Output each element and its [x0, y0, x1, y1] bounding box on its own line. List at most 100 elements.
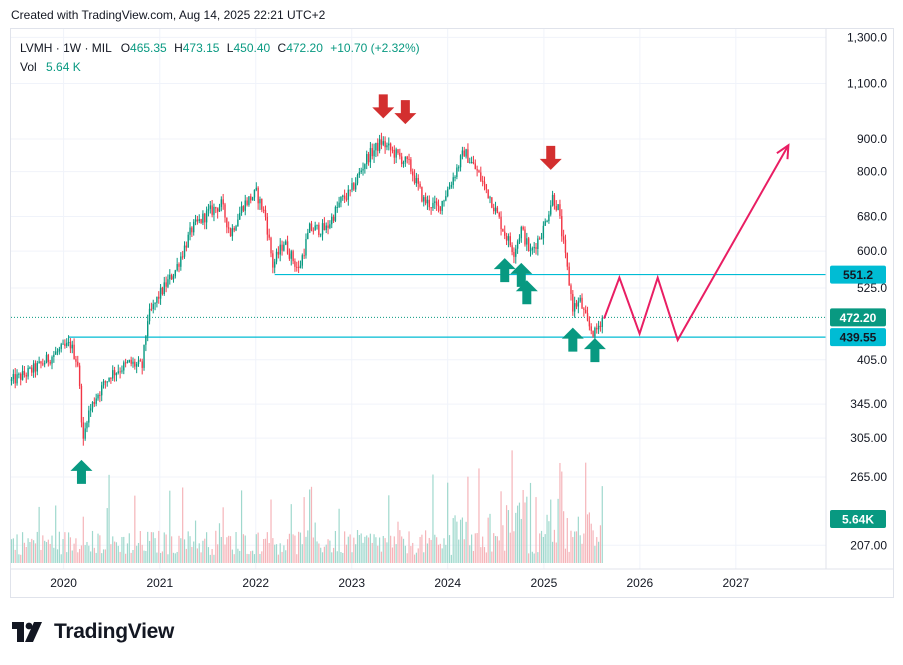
volume-bar	[494, 535, 497, 563]
volume-bar	[443, 538, 445, 563]
candle-body	[45, 354, 48, 364]
last-price-tag-bg	[830, 308, 886, 327]
candle-body	[529, 250, 532, 252]
candle-body	[266, 216, 269, 235]
high-value: 473.15	[182, 41, 220, 55]
candle-body	[450, 184, 453, 188]
low-label: L	[226, 41, 234, 55]
candle-body	[207, 208, 210, 211]
candle-body	[496, 207, 499, 213]
volume-bar	[450, 554, 452, 563]
volume-bar	[391, 547, 394, 563]
time-axis[interactable]: 2020 2021 2022 2023 2024 2025 2026 2027	[11, 568, 893, 590]
candle-body	[132, 361, 134, 364]
candle-body	[485, 184, 488, 190]
candle-body	[82, 422, 84, 439]
volume-bar	[332, 547, 335, 563]
candle-body	[198, 219, 200, 222]
candle-body	[459, 155, 462, 168]
volume-bar	[169, 490, 171, 563]
volume-bar	[550, 499, 552, 563]
volume-bar	[393, 536, 395, 563]
candle-body	[386, 145, 388, 148]
volume-bar	[524, 502, 526, 563]
volume-bar	[316, 541, 318, 563]
volume-bar	[334, 530, 337, 563]
volume-bar	[415, 552, 417, 563]
symbol-label[interactable]: LVMH · 1W · MIL	[20, 41, 112, 55]
volume-bar	[228, 535, 230, 563]
candle-body	[334, 207, 337, 221]
candle-body	[224, 204, 226, 218]
candle-body	[461, 150, 464, 156]
volume-bar	[373, 534, 375, 563]
candle-body	[395, 149, 397, 158]
candle-body	[435, 201, 438, 205]
candle-body	[54, 351, 57, 355]
volume-bar	[259, 553, 261, 563]
volume-bar	[58, 531, 60, 563]
candle-body	[338, 202, 340, 207]
volume-bar	[274, 544, 276, 563]
x-tick-label: 2021	[146, 576, 173, 590]
candle-body	[515, 248, 517, 257]
volume-bar	[10, 539, 13, 563]
volume-bar	[526, 496, 528, 563]
candle-body	[233, 228, 235, 231]
candlesticks	[10, 132, 603, 446]
volume-bar	[143, 550, 145, 563]
volume-bar	[344, 531, 346, 563]
candle-body	[524, 229, 526, 245]
volume-bar	[220, 536, 222, 563]
up-arrow	[493, 258, 516, 283]
volume-bar	[56, 549, 59, 563]
candle-body	[332, 216, 335, 221]
candle-body	[20, 373, 22, 380]
projection-path	[603, 143, 790, 343]
price-axis[interactable]: 1,300.0 1,100.0 900.0 800.0 680.0 600.0 525.0 4…	[825, 29, 887, 569]
volume-bar	[283, 545, 285, 563]
volume-bar	[88, 545, 90, 563]
volume-bar	[555, 542, 557, 563]
candle-body	[579, 297, 581, 302]
volume-bar	[298, 531, 300, 563]
volume-bar	[540, 530, 543, 563]
volume-bar	[364, 536, 366, 563]
candle-body	[369, 148, 372, 163]
candle-body	[143, 344, 145, 368]
candle-body	[134, 361, 136, 367]
volume-bar	[590, 523, 592, 563]
level-tag-bg	[830, 265, 886, 284]
volume-bar	[447, 482, 449, 563]
high-label: H	[174, 41, 183, 55]
candle-body	[283, 244, 285, 251]
candle-body	[443, 200, 445, 202]
up-arrow	[510, 262, 533, 287]
candle-body	[290, 251, 292, 259]
y-tick-label: 525.0	[857, 281, 887, 295]
volume-bar	[436, 537, 438, 563]
candle-body	[402, 162, 405, 165]
volume-tag-bg	[830, 510, 886, 528]
tradingview-logo[interactable]: TradingView	[12, 620, 174, 644]
candle-body	[469, 162, 471, 164]
candle-body	[572, 293, 574, 312]
candle-body	[432, 202, 434, 209]
volume-bar	[217, 544, 219, 563]
candle-body	[296, 266, 298, 268]
volume-bar	[165, 534, 167, 563]
volume-bar	[154, 538, 156, 563]
volume-bar	[213, 554, 215, 563]
candle-body	[551, 194, 554, 206]
candle-body	[156, 296, 158, 303]
volume-bar	[174, 553, 176, 563]
candle-body	[375, 142, 377, 151]
candle-body	[66, 342, 68, 346]
candle-body	[220, 199, 223, 207]
candle-body	[419, 183, 421, 187]
candle-body	[218, 206, 221, 212]
volume-bar	[79, 548, 81, 563]
volume-bar	[130, 552, 132, 563]
candle-body	[272, 253, 274, 268]
